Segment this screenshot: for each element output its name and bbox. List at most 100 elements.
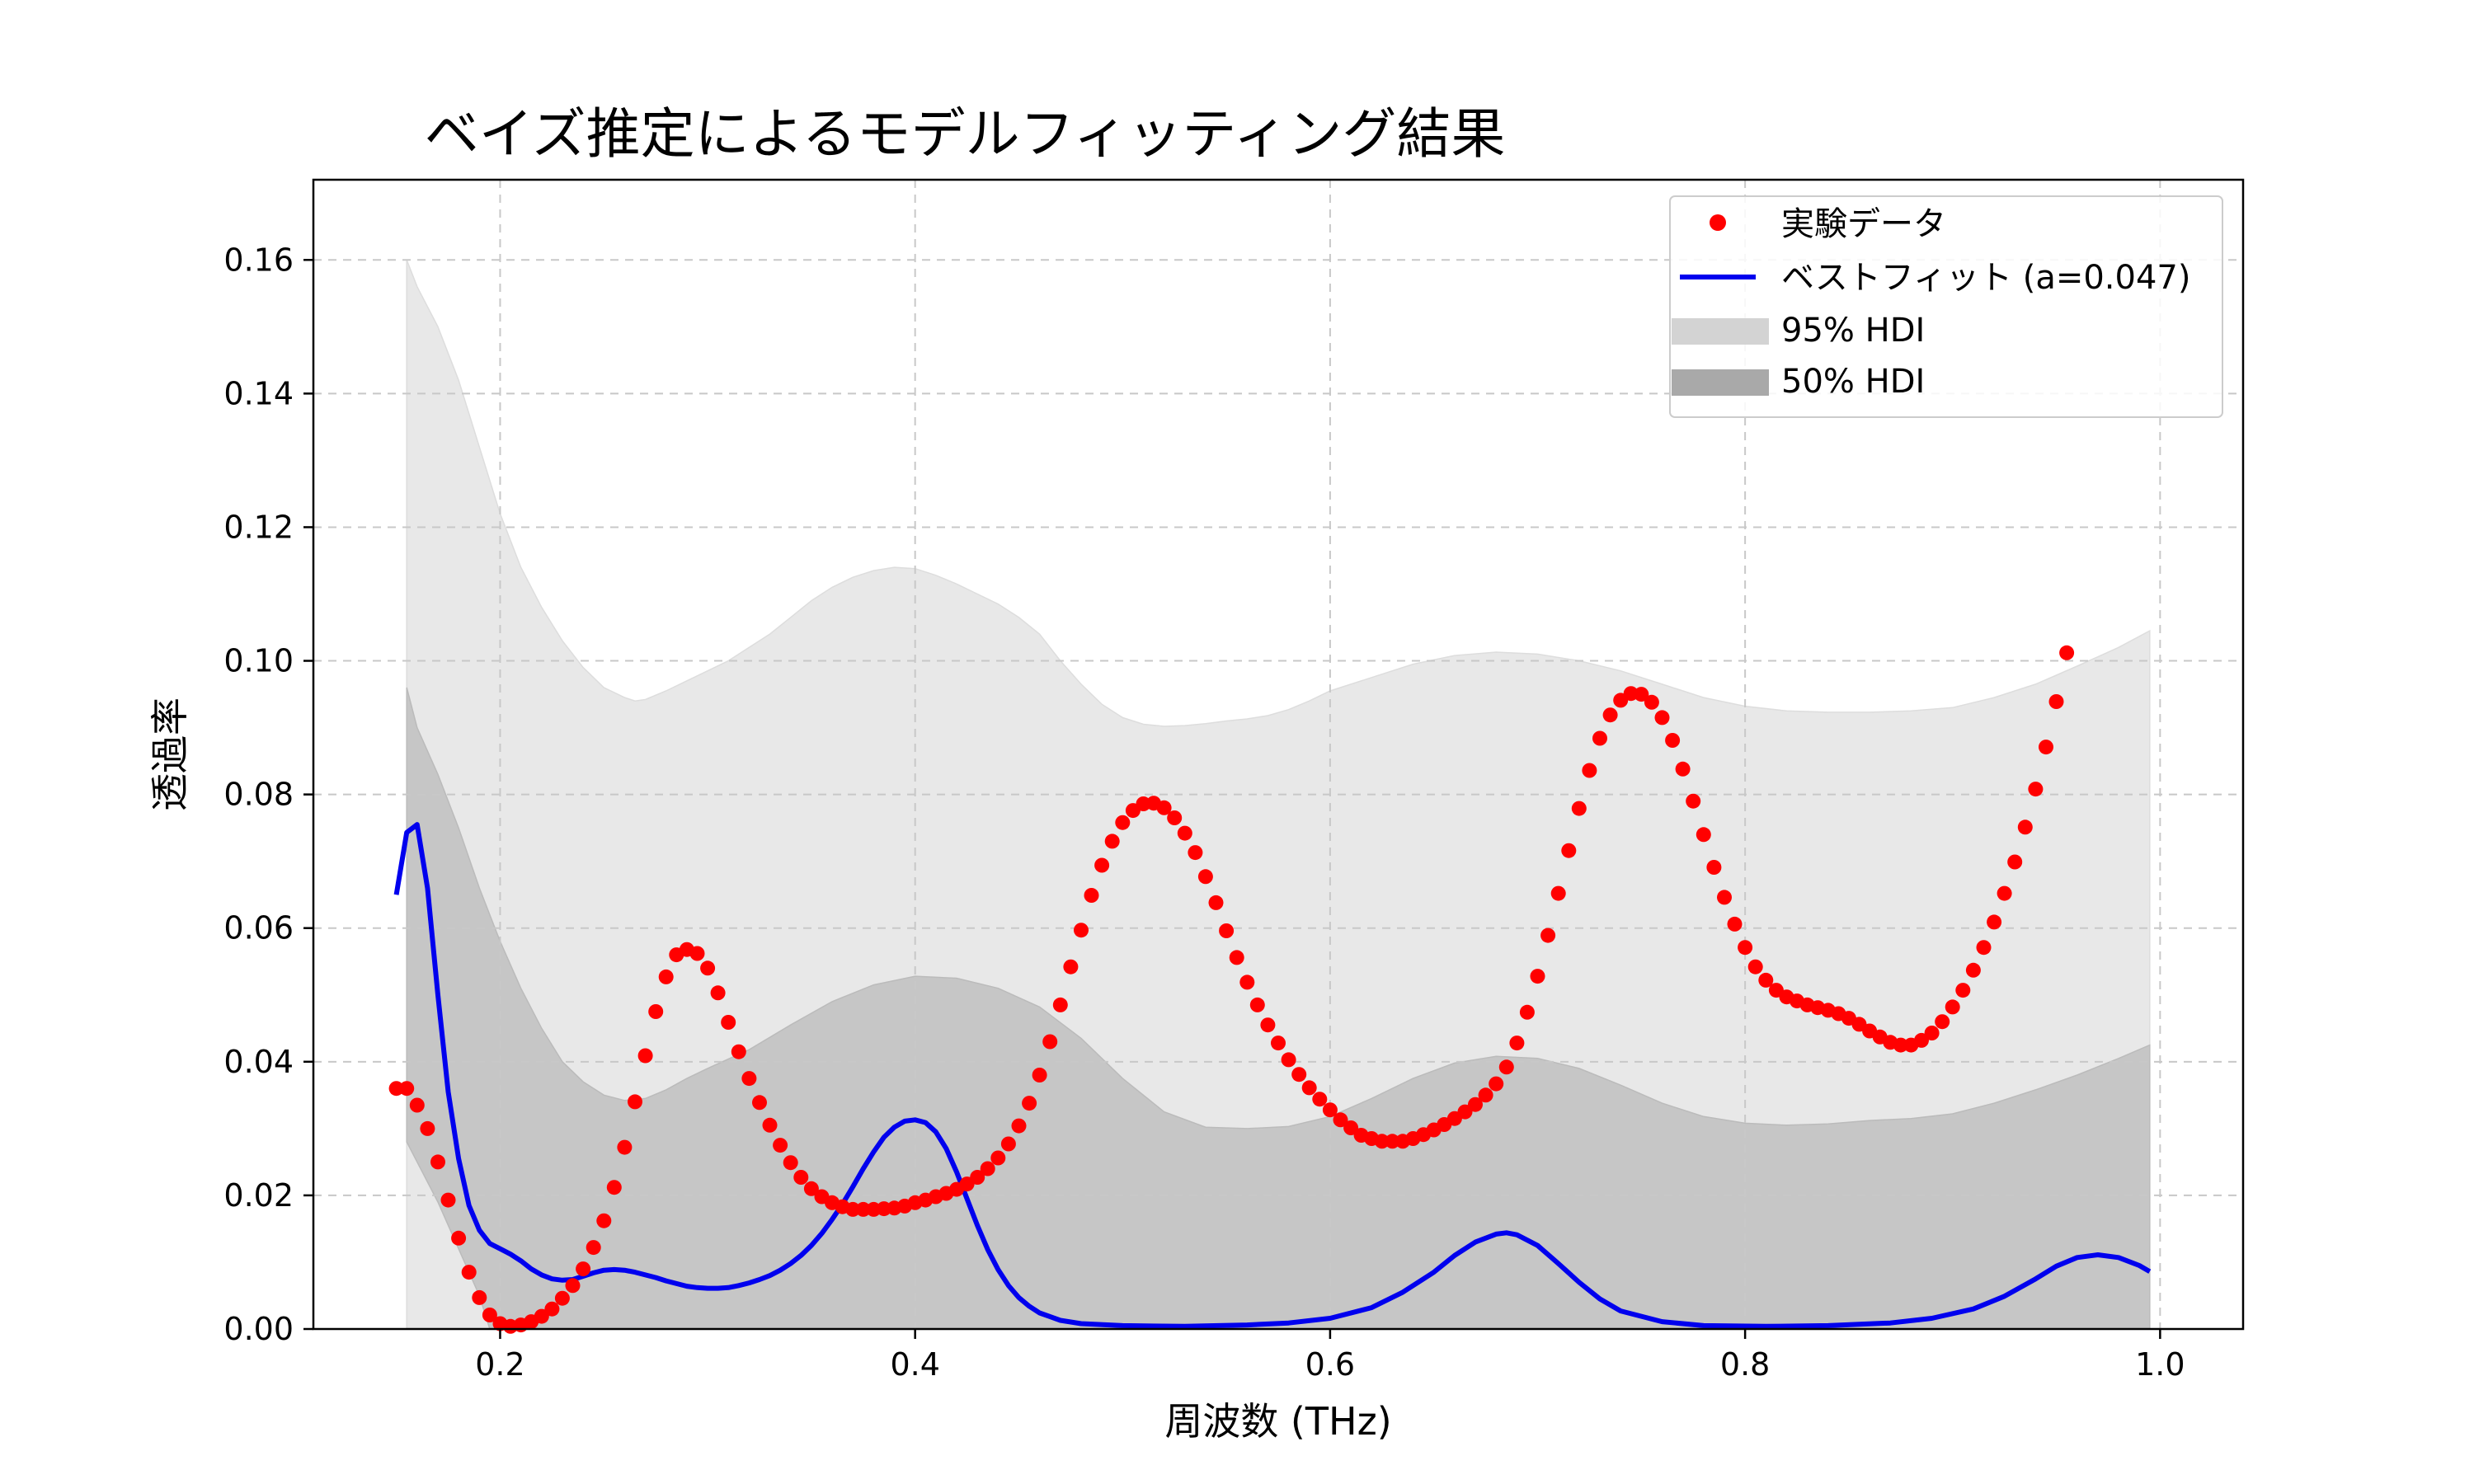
data-point bbox=[721, 1015, 736, 1030]
data-point bbox=[1104, 834, 1120, 849]
data-point bbox=[1374, 1134, 1390, 1149]
y-tick-label: 0.02 bbox=[223, 1177, 294, 1214]
data-point bbox=[565, 1278, 581, 1294]
data-point bbox=[1343, 1120, 1359, 1135]
data-point bbox=[710, 985, 726, 1001]
data-point bbox=[1042, 1034, 1058, 1050]
legend-patch-95 bbox=[1672, 318, 1769, 345]
data-point bbox=[1032, 1068, 1047, 1082]
data-point bbox=[1602, 707, 1618, 723]
data-point bbox=[658, 969, 674, 984]
x-axis-ticks: 0.2 0.4 0.6 0.8 1.0 bbox=[475, 1329, 2185, 1383]
fit-layer bbox=[393, 822, 2152, 1329]
data-point bbox=[752, 1095, 767, 1111]
data-point bbox=[1084, 888, 1099, 903]
data-point bbox=[1197, 869, 1213, 885]
data-point bbox=[2017, 819, 2033, 835]
data-point bbox=[990, 1150, 1006, 1166]
data-point bbox=[1498, 1059, 1514, 1075]
data-point bbox=[1301, 1080, 1317, 1096]
data-point bbox=[606, 1180, 622, 1195]
data-point bbox=[1758, 972, 1774, 988]
data-point bbox=[1582, 763, 1597, 778]
data-point bbox=[1738, 940, 1753, 956]
data-point bbox=[576, 1261, 591, 1277]
data-point bbox=[1478, 1087, 1493, 1103]
data-point bbox=[2039, 740, 2053, 755]
chart-title: ベイズ推定によるモデルフィッティング結果 bbox=[425, 102, 1506, 166]
data-point bbox=[1696, 827, 1711, 843]
data-point bbox=[1239, 974, 1255, 990]
data-points bbox=[388, 645, 2075, 1334]
data-point bbox=[1322, 1102, 1338, 1118]
data-point bbox=[399, 1081, 415, 1097]
data-point bbox=[1291, 1067, 1307, 1082]
y-tick-label: 0.16 bbox=[223, 242, 294, 278]
data-point bbox=[1561, 843, 1577, 858]
data-point bbox=[741, 1071, 757, 1087]
data-point bbox=[1675, 761, 1691, 777]
data-point bbox=[1489, 1076, 1504, 1092]
data-point bbox=[1156, 800, 1172, 815]
data-point bbox=[420, 1120, 435, 1136]
data-point bbox=[1747, 959, 1763, 974]
data-point bbox=[1468, 1097, 1483, 1112]
data-point bbox=[731, 1044, 746, 1059]
data-point bbox=[554, 1290, 570, 1306]
data-point bbox=[388, 1081, 404, 1097]
data-point bbox=[1706, 860, 1722, 875]
data-point bbox=[762, 1117, 778, 1133]
x-tick-label: 0.8 bbox=[1720, 1346, 1770, 1383]
data-point bbox=[1955, 983, 1971, 998]
data-point bbox=[1281, 1052, 1296, 1068]
y-tick-label: 0.12 bbox=[223, 509, 294, 545]
data-point bbox=[472, 1289, 487, 1305]
data-point bbox=[1000, 1136, 1016, 1152]
data-point bbox=[1074, 923, 1089, 938]
data-point bbox=[855, 1201, 871, 1217]
x-tick-label: 1.0 bbox=[2135, 1346, 2185, 1383]
data-point bbox=[461, 1265, 477, 1280]
data-point bbox=[1271, 1036, 1286, 1051]
data-point bbox=[2028, 782, 2044, 797]
data-point bbox=[637, 1048, 653, 1064]
data-point bbox=[1249, 997, 1265, 1012]
data-point bbox=[845, 1201, 861, 1217]
legend-label-50: 50% HDI bbox=[1781, 363, 1925, 401]
y-tick-label: 0.00 bbox=[223, 1311, 294, 1347]
y-tick-label: 0.08 bbox=[223, 777, 294, 813]
data-point bbox=[1011, 1118, 1027, 1134]
data-point bbox=[1333, 1112, 1348, 1128]
data-point bbox=[648, 1004, 664, 1019]
hdi50-band bbox=[406, 687, 2151, 1330]
data-point bbox=[1540, 928, 1556, 943]
data-point bbox=[793, 1170, 809, 1185]
data-point bbox=[1550, 885, 1566, 901]
y-axis-label: 透過率 bbox=[148, 697, 192, 811]
data-point bbox=[409, 1097, 425, 1113]
data-point bbox=[1219, 923, 1235, 938]
data-point bbox=[1229, 950, 1244, 965]
data-point bbox=[1022, 1096, 1037, 1111]
data-point bbox=[1976, 940, 1992, 956]
x-tick-label: 0.4 bbox=[890, 1346, 939, 1383]
data-point bbox=[689, 946, 705, 961]
data-point bbox=[970, 1170, 985, 1185]
data-point bbox=[2048, 694, 2064, 709]
data-point bbox=[1634, 687, 1649, 702]
legend-patch-50 bbox=[1672, 369, 1769, 396]
x-tick-label: 0.6 bbox=[1305, 1346, 1355, 1383]
data-point bbox=[1945, 999, 1960, 1015]
data-point bbox=[783, 1155, 798, 1171]
data-point bbox=[586, 1240, 601, 1256]
data-point bbox=[2059, 645, 2075, 660]
data-point bbox=[1717, 890, 1732, 905]
data-point bbox=[1893, 1037, 1908, 1053]
data-point bbox=[628, 1094, 642, 1110]
fit-line bbox=[393, 822, 2152, 1329]
data-point bbox=[1167, 810, 1183, 825]
x-tick-label: 0.2 bbox=[475, 1346, 524, 1383]
data-point bbox=[1727, 916, 1743, 932]
legend-label-fit: ベストフィット (a=0.047) bbox=[1781, 259, 2190, 297]
data-point bbox=[1914, 1032, 1929, 1048]
